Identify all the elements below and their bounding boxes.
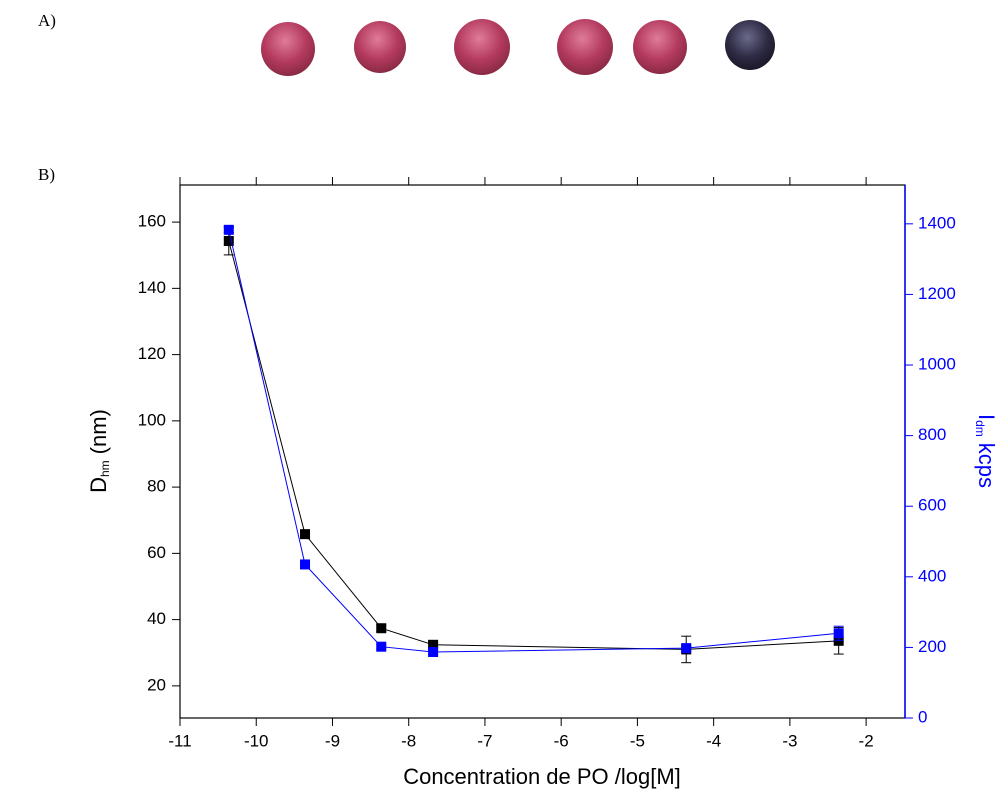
- y-tick-label: 40: [147, 609, 166, 628]
- droplet: [557, 19, 613, 75]
- y-tick-label: 20: [147, 675, 166, 694]
- droplet: [725, 20, 775, 70]
- y2-tick-label: 1400: [918, 213, 956, 232]
- x-tick-label: -2: [859, 731, 874, 750]
- y2-tick-label: 600: [918, 496, 946, 515]
- series-line: [228, 229, 839, 653]
- droplet: [261, 22, 315, 76]
- y-axis-title: Dhm (nm): [86, 409, 112, 493]
- x-axis-title: Concentration de PO /log[M]: [403, 764, 681, 789]
- panel-label: A): [38, 11, 56, 30]
- marker: [681, 643, 692, 654]
- y-tick-label: 100: [138, 410, 166, 429]
- y2-title-sub: dm: [973, 420, 987, 437]
- x-tick-label: -5: [630, 731, 645, 750]
- y2-tick-label: 1200: [918, 284, 956, 303]
- y2-tick-label: 1000: [918, 355, 956, 374]
- x-tick-label: -6: [554, 731, 569, 750]
- y-tick-label: 140: [138, 278, 166, 297]
- x-tick-label: -10: [244, 731, 269, 750]
- y2-title-unit: kcps: [974, 443, 999, 488]
- marker: [300, 559, 311, 570]
- droplet: [454, 19, 510, 75]
- y2-tick-label: 200: [918, 637, 946, 656]
- droplets: [261, 19, 775, 76]
- y-tick-label: 160: [138, 212, 166, 231]
- x-tick-label: -7: [477, 731, 492, 750]
- marker: [223, 235, 234, 246]
- plot-frame: [179, 184, 906, 719]
- marker: [376, 623, 387, 634]
- marker: [833, 628, 844, 639]
- y-tick-label: 60: [147, 543, 166, 562]
- droplet: [354, 21, 406, 73]
- marker: [300, 529, 311, 540]
- x-tick-label: -11: [168, 731, 191, 750]
- panel-label: B): [38, 165, 55, 184]
- x-tick-label: -4: [706, 731, 721, 750]
- y2-tick-label: 400: [918, 566, 946, 585]
- y-tick-label: 80: [147, 477, 166, 496]
- y-title-unit: (nm): [86, 409, 111, 454]
- marker: [376, 641, 387, 652]
- y2-axis-title: Idm kcps: [973, 414, 999, 488]
- x-tick-label: -9: [325, 731, 340, 750]
- y2-tick-label: 800: [918, 425, 946, 444]
- x-tick-label: -3: [782, 731, 797, 750]
- marker: [428, 639, 439, 650]
- marker: [223, 224, 234, 235]
- series-line: [228, 240, 839, 650]
- y2-tick-label: 0: [918, 707, 927, 726]
- marker: [428, 646, 439, 657]
- droplet: [633, 20, 687, 74]
- y-tick-label: 120: [138, 344, 166, 363]
- y-title-main: D: [86, 477, 111, 493]
- x-tick-label: -8: [401, 731, 416, 750]
- y2-title-main: I: [974, 414, 999, 420]
- y-title-sub: hm: [98, 460, 112, 477]
